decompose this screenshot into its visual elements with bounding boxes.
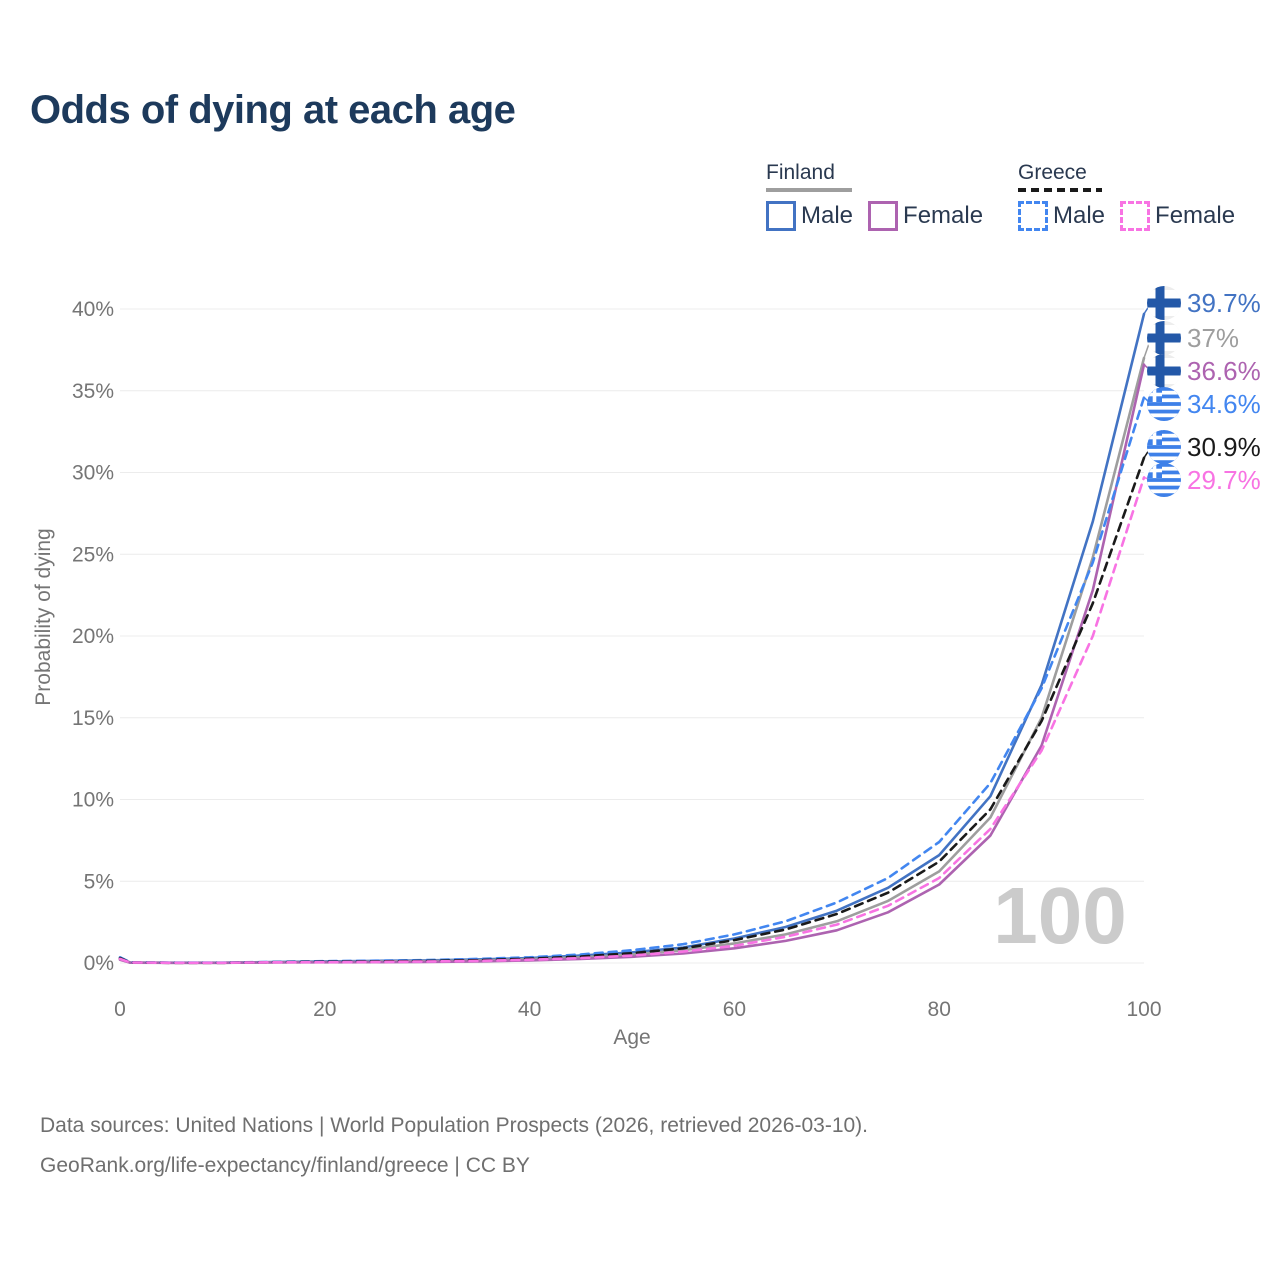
legend-finland-items: Male Female <box>766 201 983 231</box>
end-value-label: 36.6% <box>1187 356 1261 386</box>
hover-age-watermark: 100 <box>993 871 1127 960</box>
y-tick-label: 40% <box>72 298 114 321</box>
end-value-label: 29.7% <box>1187 465 1261 495</box>
legend-item-label: Male <box>1053 202 1106 229</box>
legend-finland-header[interactable]: Finland <box>766 161 835 184</box>
legend-item-label: Female <box>903 202 984 229</box>
legend-item-finland-male[interactable]: Male <box>766 201 853 231</box>
y-tick-label: 35% <box>72 380 114 403</box>
legend-finland-linestyle-sample <box>766 188 852 192</box>
finland-female-swatch-icon <box>868 201 899 231</box>
end-label-greece-female[interactable]: 29.7% <box>1147 463 1261 497</box>
legend-item-greece-male[interactable]: Male <box>1018 201 1105 231</box>
series-line-finland-female[interactable] <box>118 363 1146 965</box>
greece-flag-icon <box>1147 387 1181 421</box>
x-tick-label: 60 <box>723 998 746 1021</box>
legend-item-finland-female[interactable]: Female <box>868 201 983 231</box>
x-axis-title: Age <box>613 1026 651 1049</box>
y-tick-label: 25% <box>72 543 114 566</box>
y-tick-label: 5% <box>84 870 114 893</box>
end-label-finland-both[interactable]: 37% <box>1147 321 1239 355</box>
greece-flag-icon <box>1147 430 1181 464</box>
legend-item-label: Male <box>801 202 854 229</box>
series-line-finland-male[interactable] <box>118 312 1146 965</box>
finland-male-swatch-icon <box>766 201 796 231</box>
legend-item-label: Female <box>1155 202 1236 229</box>
y-tick-label: 20% <box>72 625 114 648</box>
x-tick-label: 100 <box>1126 998 1161 1021</box>
x-tick-label: 20 <box>313 998 336 1021</box>
end-value-label: 34.6% <box>1187 389 1261 419</box>
end-label-finland-female[interactable]: 36.6% <box>1147 354 1261 388</box>
end-value-label: 37% <box>1187 323 1240 353</box>
y-tick-label: 30% <box>72 462 114 485</box>
y-tick-label: 15% <box>72 707 114 730</box>
end-label-greece-both[interactable]: 30.9% <box>1147 430 1261 464</box>
finland-flag-icon <box>1147 321 1181 355</box>
y-tick-label: 0% <box>84 952 114 975</box>
legend-greece-linestyle-sample <box>1018 188 1102 192</box>
end-value-label: 30.9% <box>1187 432 1261 462</box>
legend-item-greece-female[interactable]: Female <box>1120 201 1235 231</box>
x-tick-label: 80 <box>928 998 951 1021</box>
greece-flag-icon <box>1147 463 1181 497</box>
finland-flag-icon <box>1147 286 1181 320</box>
x-tick-label: 0 <box>114 998 126 1021</box>
series-line-greece-male[interactable] <box>118 395 1146 965</box>
greece-male-swatch-icon <box>1018 201 1048 231</box>
y-tick-label: 10% <box>72 789 114 812</box>
y-axis-title: Probability of dying <box>32 528 55 706</box>
footer: Data sources: United Nations | World Pop… <box>40 1106 868 1186</box>
series-line-finland-both-sexes[interactable] <box>118 356 1146 965</box>
legend-greece-header[interactable]: Greece <box>1018 161 1087 184</box>
x-tick-label: 40 <box>518 998 541 1021</box>
end-label-greece-male[interactable]: 34.6% <box>1147 387 1261 421</box>
greece-female-swatch-icon <box>1120 201 1151 231</box>
legend-group-finland: Finland Male Female <box>766 161 983 231</box>
attribution-line[interactable]: GeoRank.org/life-expectancy/finland/gree… <box>40 1154 530 1177</box>
page-title: Odds of dying at each age <box>30 88 516 132</box>
series-line-greece-both-sexes[interactable] <box>118 456 1146 965</box>
data-sources-line: Data sources: United Nations | World Pop… <box>40 1114 869 1137</box>
legend-group-greece: Greece Male Female <box>1018 161 1235 231</box>
legend-greece-items: Male Female <box>1018 201 1235 231</box>
finland-flag-icon <box>1147 354 1181 388</box>
series-line-greece-female[interactable] <box>118 476 1146 965</box>
end-value-label: 39.7% <box>1187 288 1261 318</box>
end-label-finland-male[interactable]: 39.7% <box>1147 286 1261 320</box>
